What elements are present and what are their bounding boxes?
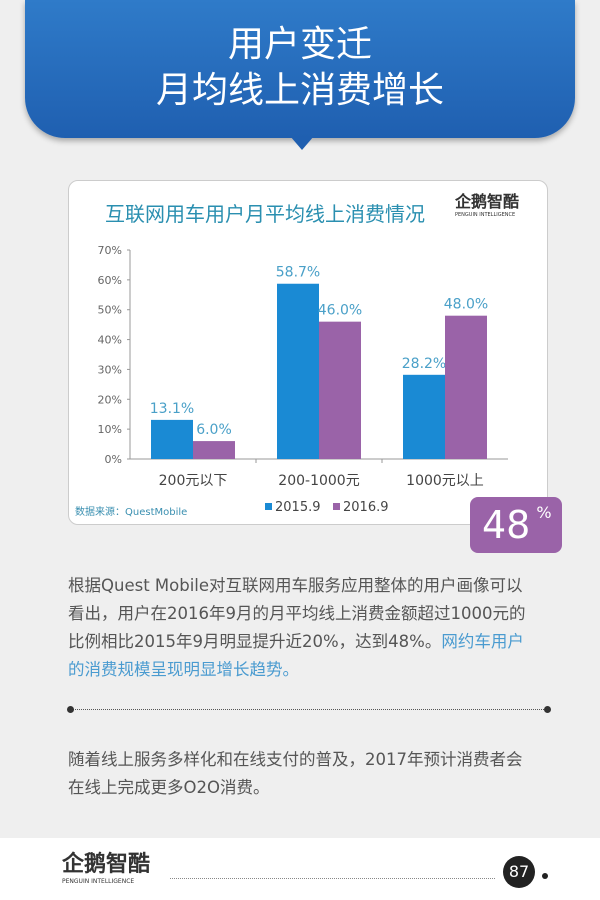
y-tick-label: 20% (98, 393, 122, 406)
page-dot (542, 873, 548, 879)
highlight-badge: 48% (470, 497, 562, 553)
x-tick-label: 200-1000元 (278, 473, 359, 489)
footer-line (170, 878, 495, 879)
bar-2016.9 (445, 315, 487, 459)
chart-logo: 企鹅智酷 PENGUIN INTELLIGENCE (455, 192, 520, 218)
x-tick-label: 1000元以上 (406, 473, 484, 489)
y-tick-label: 70% (98, 244, 122, 257)
legend-swatch (265, 503, 272, 510)
bar-2015.9 (277, 283, 319, 459)
footer (0, 838, 600, 900)
footer-logo: 企鹅智酷 PENGUIN INTELLIGENCE (62, 852, 151, 885)
data-label: 46.0% (318, 303, 362, 319)
data-label: 58.7% (276, 265, 320, 281)
data-label: 6.0% (196, 422, 232, 438)
bar-chart: 0% 10% 20% 30% 40% 50% 60% 70% 200元以下 13.1%6.0% 20… (75, 244, 508, 518)
badge-unit: % (536, 503, 552, 522)
badge-value: 48 (482, 503, 531, 547)
header-pointer (290, 136, 314, 150)
y-tick-label: 40% (98, 334, 122, 347)
bar-2015.9 (403, 374, 445, 459)
x-tick-label: 200元以下 (159, 473, 228, 489)
bar-2015.9 (151, 419, 193, 459)
page-number: 87 (503, 856, 535, 888)
paragraph-1-text: 根据Quest Mobile对互联网用车服务应用整体的用户画像可以看出，用户在2… (68, 576, 526, 651)
bar-2016.9 (319, 321, 361, 459)
divider-dot-right (544, 706, 551, 713)
y-tick-label: 0% (105, 453, 122, 466)
divider (70, 709, 548, 710)
paragraph-2: 随着线上服务多样化和在线支付的普及，2017年预计消费者会在线上完成更多O2O消… (68, 750, 523, 797)
chart-title: 互联网用车用户月平均线上消费情况 (105, 202, 425, 226)
paragraph-1-highlight: 网约车用户的消费规模呈现明显增长趋势。 (68, 632, 524, 679)
legend-label: 2016.9 (343, 500, 389, 515)
data-label: 13.1% (150, 401, 194, 417)
legend-swatch (333, 503, 340, 510)
bar-2016.9 (193, 441, 235, 459)
divider-dot-left (67, 706, 74, 713)
y-tick-label: 10% (98, 423, 122, 436)
data-label: 48.0% (444, 297, 488, 313)
header-title-line2: 月均线上消费增长 (155, 70, 444, 111)
y-tick-label: 50% (98, 304, 122, 317)
header-title-line1: 用户变迁 (227, 24, 372, 65)
data-label: 28.2% (402, 356, 446, 372)
page-header: 用户变迁 月均线上消费增长 (25, 0, 575, 138)
y-tick-label: 30% (98, 363, 122, 376)
legend-label: 2015.9 (275, 500, 321, 515)
paragraph-1: 根据Quest Mobile对互联网用车服务应用整体的用户画像可以看出，用户在2… (68, 572, 538, 684)
y-tick-label: 60% (98, 274, 122, 287)
data-source: 数据来源：QuestMobile (75, 505, 187, 518)
